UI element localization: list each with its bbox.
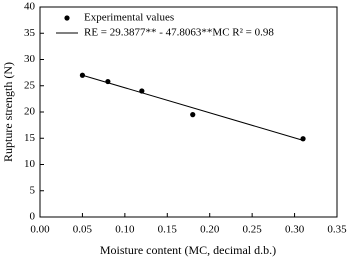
x-tick-label: 0.30 [285,224,305,236]
fit-line [82,74,304,141]
y-tick-label: 40 [24,1,36,13]
x-tick-label: 0.20 [200,224,220,236]
y-tick-label: 25 [24,79,36,91]
y-tick-label: 5 [30,184,36,196]
y-tick-label: 0 [30,211,36,223]
x-axis-label: Moisture content (MC, decimal d.b.) [100,243,276,257]
legend-label: RE = 29.3877** - 47.8063**MC R² = 0.98 [84,27,274,39]
legend-marker [64,15,70,21]
x-tick-label: 0.00 [30,224,50,236]
y-tick-label: 10 [24,158,36,170]
x-tick-label: 0.15 [158,224,178,236]
y-axis-label: Rupture strength (N) [1,62,15,162]
y-tick-label: 15 [24,132,36,144]
data-point [300,136,306,142]
data-point [190,112,196,118]
x-tick-label: 0.25 [243,224,263,236]
y-tick-label: 35 [24,27,36,39]
y-tick-label: 20 [24,106,36,118]
x-tick-label: 0.35 [327,224,347,236]
x-tick-label: 0.05 [73,224,93,236]
y-tick-label: 30 [24,53,36,65]
legend-label: Experimental values [84,12,174,24]
x-tick-label: 0.10 [115,224,135,236]
